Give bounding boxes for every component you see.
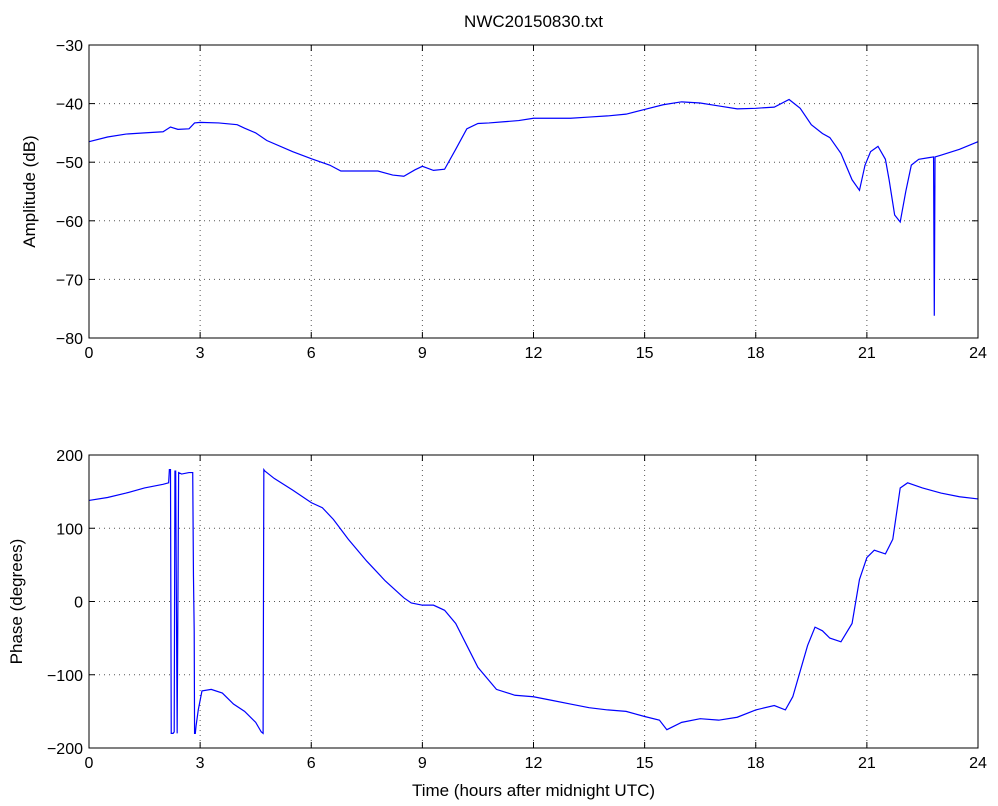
amplitude-x-tick-label: 24 [969, 345, 987, 362]
phase-x-tick-label: 0 [85, 755, 94, 772]
phase-x-tick-label: 21 [858, 755, 876, 772]
amplitude-x-tick-label: 15 [636, 345, 654, 362]
amplitude-y-tick-label: −80 [56, 331, 83, 348]
amplitude-y-tick-label: −60 [56, 214, 83, 231]
amplitude-plot: NWC20150830.txt Amplitude (dB) 0 3 6 9 12 15 1… [20, 12, 987, 362]
amplitude-x-tick-label: 12 [525, 345, 543, 362]
phase-y-tick-label: 0 [74, 595, 83, 612]
amplitude-y-tick-label: −70 [56, 272, 83, 289]
phase-x-tick-label: 18 [747, 755, 765, 772]
phase-y-tick-label: 100 [56, 521, 83, 538]
phase-y-axis-label: Phase (degrees) [7, 539, 26, 665]
amplitude-y-tick-label: −40 [56, 97, 83, 114]
phase-x-tick-label: 12 [525, 755, 543, 772]
phase-y-tick-label: −100 [47, 668, 83, 685]
amplitude-y-tick-label: −30 [56, 38, 83, 55]
amplitude-y-tick-label: −50 [56, 155, 83, 172]
phase-x-tick-label: 15 [636, 755, 654, 772]
phase-y-tick-label: −200 [47, 741, 83, 758]
phase-plot: Time (hours after midnight UTC) Phase (d… [7, 448, 987, 800]
chart-title: NWC20150830.txt [464, 12, 603, 31]
amplitude-y-axis-label: Amplitude (dB) [20, 135, 39, 247]
phase-y-tick-label: 200 [56, 448, 83, 465]
amplitude-x-tick-label: 18 [747, 345, 765, 362]
amplitude-axes-frame [88, 44, 979, 339]
phase-series-line [88, 467, 979, 735]
amplitude-x-tick-label: 3 [196, 345, 205, 362]
amplitude-x-tick-label: 9 [418, 345, 427, 362]
amplitude-x-tick-label: 6 [307, 345, 316, 362]
phase-x-tick-label: 3 [196, 755, 205, 772]
phase-x-tick-label: 9 [418, 755, 427, 772]
amplitude-x-tick-label: 0 [85, 345, 94, 362]
phase-x-tick-label: 6 [307, 755, 316, 772]
amplitude-x-tick-label: 21 [858, 345, 876, 362]
phase-x-tick-label: 24 [969, 755, 987, 772]
amplitude-series-line [88, 98, 979, 316]
phase-x-axis-label: Time (hours after midnight UTC) [412, 781, 655, 800]
